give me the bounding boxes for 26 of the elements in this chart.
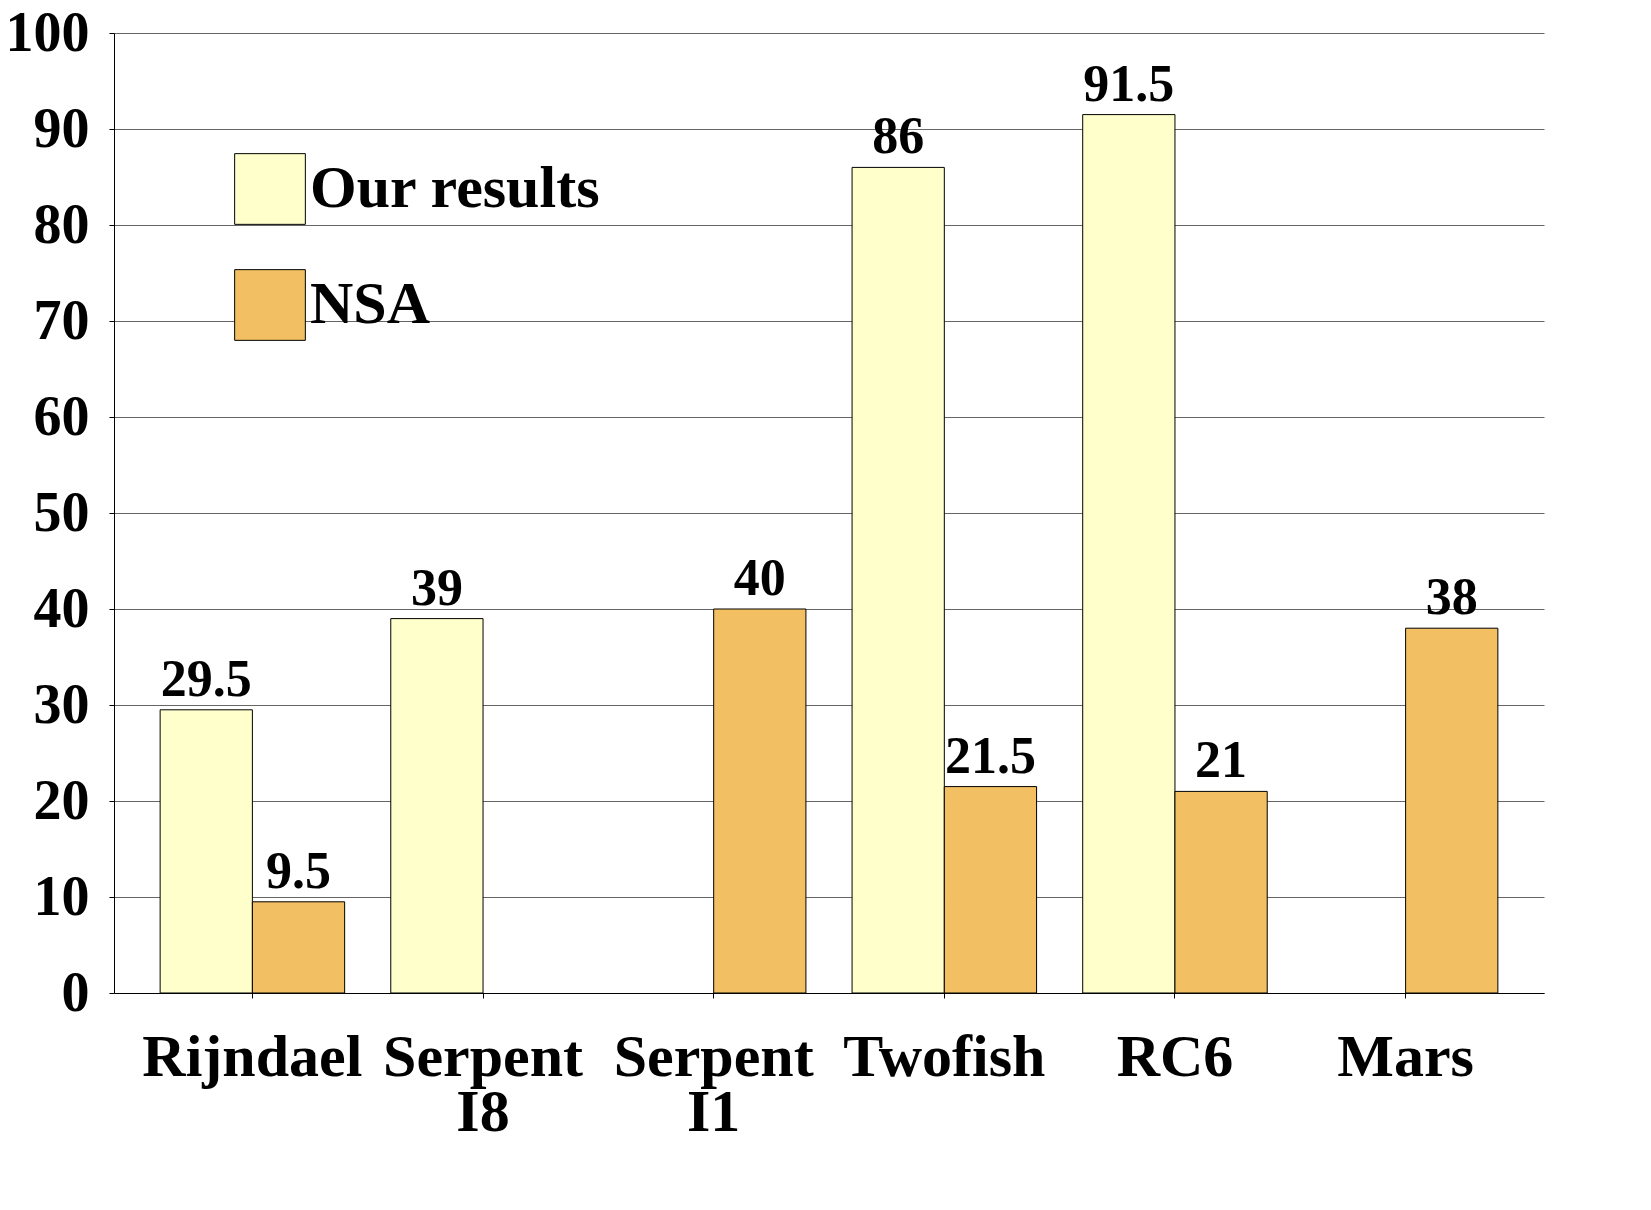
legend-label: Our results [310, 154, 600, 220]
x-tick-label: Rijndael [142, 1022, 363, 1089]
data-label: 91.5 [1083, 54, 1175, 112]
x-tick-label: Serpent I8 [383, 1022, 584, 1144]
legend-label: NSA [310, 270, 431, 336]
y-tick-label: 60 [33, 384, 90, 447]
y-tick-label: 70 [33, 288, 90, 351]
y-tick-label: 40 [33, 576, 90, 639]
x-tick-label: RC6 [1116, 1022, 1234, 1089]
y-tick-label: 20 [33, 768, 90, 831]
data-label: 40 [733, 549, 786, 606]
y-tick-label: 30 [33, 672, 90, 735]
y-tick-label: 10 [33, 864, 90, 927]
x-tick-label: Serpent I1 [613, 1022, 814, 1144]
data-label: 21.5 [944, 726, 1036, 784]
data-label: 39 [410, 558, 463, 616]
y-tick-label: 100 [5, 0, 90, 63]
y-tick-label: 50 [33, 480, 90, 543]
data-label: 21 [1195, 731, 1248, 789]
x-tick-label: Mars [1337, 1022, 1474, 1089]
x-tick-label: Twofish [843, 1022, 1046, 1089]
y-tick-label: 0 [61, 960, 90, 1023]
data-label: 9.5 [266, 841, 332, 899]
y-tick-label: 90 [33, 96, 90, 159]
data-label: 29.5 [160, 649, 252, 707]
y-tick-label: 80 [33, 192, 90, 255]
